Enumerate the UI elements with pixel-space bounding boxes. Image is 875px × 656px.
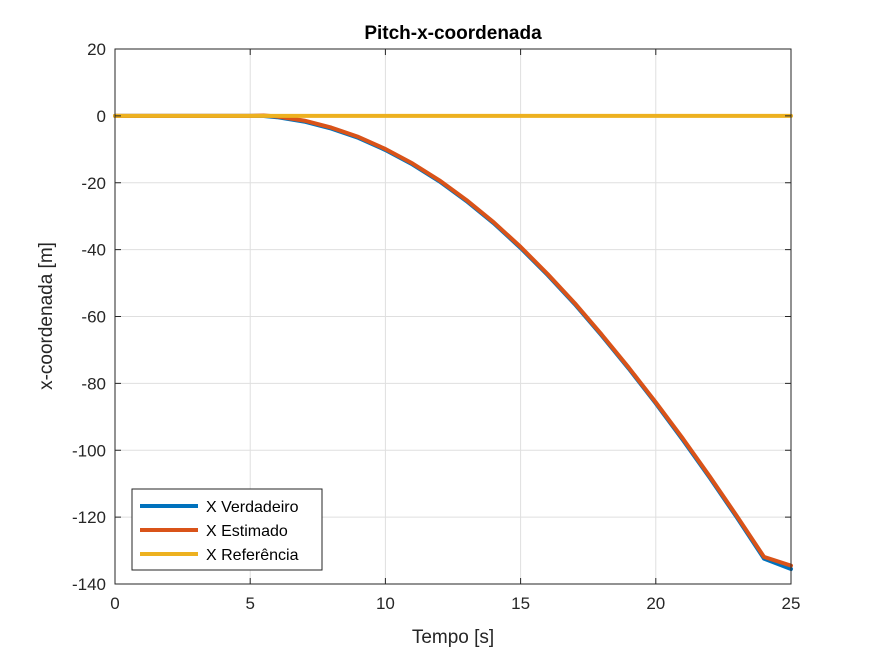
y-tick-label: -80 [81, 374, 106, 393]
y-tick-label: -60 [81, 308, 106, 327]
x-tick-label: 0 [110, 594, 119, 613]
legend-label-2: X Referência [206, 547, 299, 564]
y-tick-label: -140 [72, 575, 106, 594]
x-axis-label: Tempo [s] [412, 627, 494, 648]
ticks: 0 5 10 15 20 25 20 0 -20 -40 -60 -80 -100 -120 -140 [72, 40, 800, 613]
series-lines [113, 113, 793, 571]
x-tick-label: 25 [782, 594, 801, 613]
y-tick-label: -40 [81, 241, 106, 260]
series-line-1 [113, 113, 793, 568]
x-tick-label: 15 [511, 594, 530, 613]
x-tick-label: 10 [376, 594, 395, 613]
legend: X Verdadeiro X Estimado X Referência [131, 488, 323, 571]
x-tick-label: 20 [646, 594, 665, 613]
legend-label-1: X Estimado [206, 523, 288, 540]
legend-label-0: X Verdadeiro [206, 499, 299, 516]
y-tick-label: 0 [97, 107, 106, 126]
y-tick-label: -100 [72, 441, 106, 460]
y-tick-label: -20 [81, 174, 106, 193]
y-tick-label: 20 [87, 40, 106, 59]
x-tick-label: 5 [245, 594, 254, 613]
y-axis-label: x-coordenada [m] [36, 242, 57, 390]
y-tick-label: -120 [72, 508, 106, 527]
chart-title: Pitch-x-coordenada [364, 23, 542, 44]
